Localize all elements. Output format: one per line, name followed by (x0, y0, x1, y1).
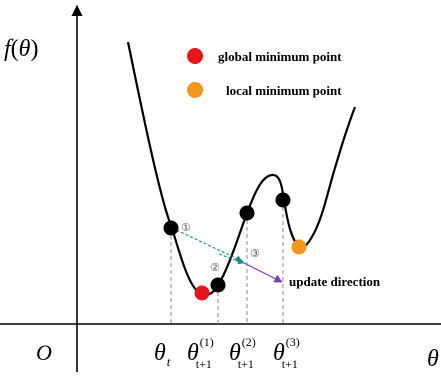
point-theta-t (163, 220, 179, 236)
legend-local-minimum-marker (187, 82, 203, 98)
step-label-1: ① (181, 221, 191, 234)
y-axis-label: f(θ) (4, 36, 38, 62)
update-direction-label: update direction (289, 274, 381, 289)
point-theta-t1-1 (210, 277, 226, 293)
tick-theta-t1-1: θ(1) t+1 (187, 335, 214, 371)
update-direction-arrow (243, 262, 283, 283)
step-arrow-1 (171, 227, 243, 262)
tick-theta-t: θt (154, 340, 171, 369)
x-axis-label: θ (427, 346, 439, 372)
legend-global-minimum-label: global minimum point (218, 49, 342, 64)
tick-theta-t1-3: θ(3) t+1 (273, 335, 300, 371)
loss-curve (126, 41, 357, 296)
origin-label: O (36, 340, 52, 365)
local-minimum-point (291, 239, 307, 255)
y-axis-label-func: f (4, 36, 14, 62)
legend: global minimum point local minimum point (187, 48, 342, 98)
tick-theta-t1-2: θ(2) t+1 (229, 335, 256, 371)
step-label-3: ③ (250, 247, 260, 260)
step-arrow-2 (218, 253, 245, 265)
y-axis-label-close: ) (30, 36, 38, 62)
step-label-2: ② (210, 261, 220, 274)
legend-global-minimum-marker (187, 48, 203, 64)
legend-local-minimum-label: local minimum point (226, 83, 342, 98)
point-theta-t1-3 (275, 192, 291, 208)
y-axis-label-var: θ (19, 36, 31, 62)
global-minimum-point (194, 285, 210, 301)
y-axis-label-open: ( (11, 36, 19, 62)
point-theta-t1-2 (239, 205, 255, 221)
